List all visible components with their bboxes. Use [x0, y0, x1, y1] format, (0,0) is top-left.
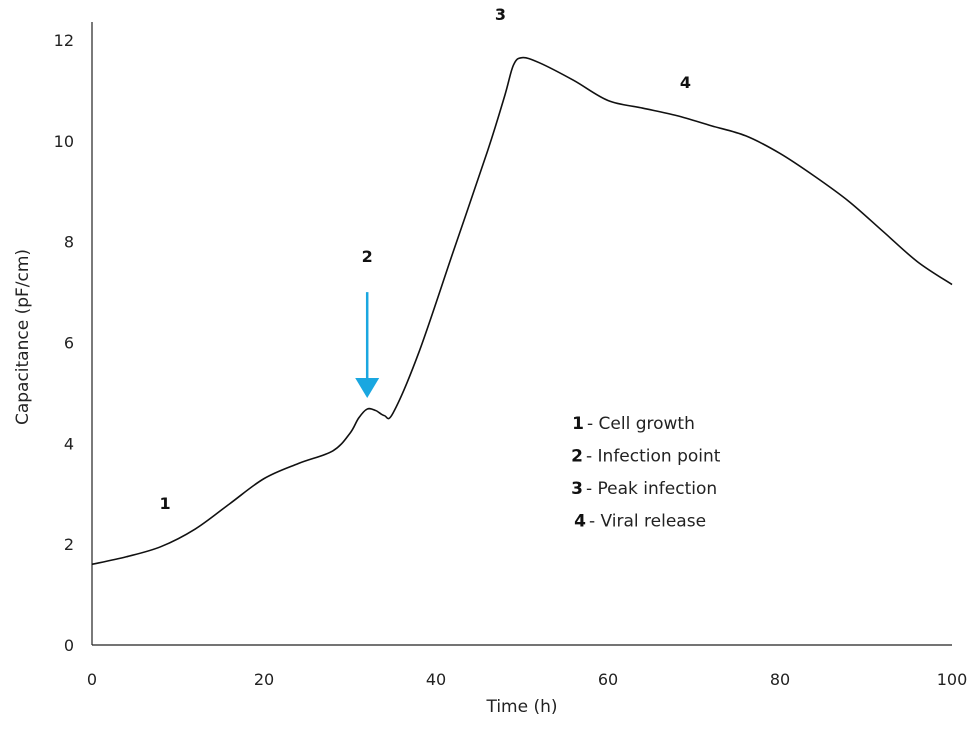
x-tick-label: 60	[598, 670, 618, 689]
infection-arrow-head	[355, 377, 380, 398]
y-tick-label: 4	[64, 434, 74, 453]
y-tick-label: 8	[64, 233, 74, 252]
legend-item-text: - Peak infection	[586, 479, 717, 499]
stage-annotations: 1 2 3 4	[160, 5, 691, 513]
stage-label: 2	[362, 247, 373, 266]
stage-label: 3	[495, 5, 506, 24]
stage-label: 1	[160, 494, 171, 513]
capacitance-series-line	[91, 56, 953, 566]
legend-item-text: - Infection point	[586, 447, 721, 467]
y-tick-label: 0	[64, 636, 74, 655]
y-tick-label: 10	[54, 132, 74, 151]
y-axis-title: Capacitance (pF/cm)	[13, 249, 33, 425]
y-tick-label: 12	[54, 31, 74, 50]
series-layer	[91, 56, 953, 566]
legend-item-number: 1	[572, 414, 584, 434]
y-tick-label: 2	[64, 535, 74, 554]
x-tick-label: 0	[87, 670, 97, 689]
legend-item-number: 3	[571, 479, 583, 499]
legend-item-text: - Cell growth	[587, 414, 695, 434]
legend-item-text: - Viral release	[589, 512, 706, 532]
x-axis-title: Time (h)	[485, 697, 557, 717]
legend-item-number: 4	[574, 512, 586, 532]
x-tick-label: 100	[937, 670, 968, 689]
x-tick-label: 20	[254, 670, 274, 689]
x-tick-label: 80	[770, 670, 790, 689]
legend-item-number: 2	[571, 447, 583, 467]
y-tick-label: 6	[64, 334, 74, 353]
x-tick-label: 40	[426, 670, 446, 689]
axes	[91, 22, 952, 646]
stage-label: 4	[680, 73, 691, 92]
